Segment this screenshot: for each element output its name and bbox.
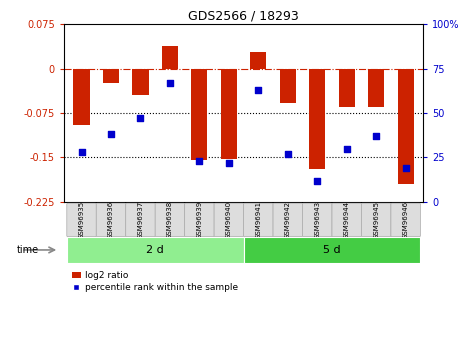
Text: GSM96945: GSM96945	[373, 201, 379, 239]
Bar	[162, 46, 178, 69]
Bar	[191, 69, 208, 160]
FancyBboxPatch shape	[67, 203, 96, 237]
Bar	[103, 69, 119, 83]
Text: 2 d: 2 d	[146, 245, 164, 255]
Point	[137, 116, 144, 121]
FancyBboxPatch shape	[96, 203, 126, 237]
Point	[402, 165, 410, 171]
Bar	[397, 69, 414, 184]
Legend: log2 ratio, percentile rank within the sample: log2 ratio, percentile rank within the s…	[69, 267, 241, 295]
Text: 5 d: 5 d	[323, 245, 341, 255]
Bar	[67, 237, 244, 263]
Text: GSM96935: GSM96935	[79, 201, 85, 239]
Text: GSM96940: GSM96940	[226, 201, 232, 239]
Point	[254, 87, 262, 93]
Text: GSM96936: GSM96936	[108, 201, 114, 239]
Text: GSM96942: GSM96942	[285, 201, 291, 239]
FancyBboxPatch shape	[155, 203, 184, 237]
Title: GDS2566 / 18293: GDS2566 / 18293	[188, 10, 299, 23]
Text: GSM96939: GSM96939	[196, 201, 202, 239]
FancyBboxPatch shape	[184, 203, 214, 237]
Point	[166, 80, 174, 86]
Point	[225, 160, 233, 166]
FancyBboxPatch shape	[391, 203, 420, 237]
Bar	[73, 69, 90, 125]
Point	[314, 178, 321, 183]
Text: GSM96946: GSM96946	[403, 201, 409, 239]
Point	[343, 146, 350, 151]
Text: GSM96943: GSM96943	[314, 201, 320, 239]
Bar	[132, 69, 149, 95]
FancyBboxPatch shape	[244, 203, 273, 237]
Point	[372, 133, 380, 139]
Bar	[221, 69, 237, 159]
Bar	[368, 69, 384, 107]
FancyBboxPatch shape	[361, 203, 391, 237]
Text: time: time	[17, 245, 39, 255]
Bar	[250, 52, 266, 69]
FancyBboxPatch shape	[126, 203, 155, 237]
FancyBboxPatch shape	[273, 203, 303, 237]
Bar	[244, 237, 420, 263]
Text: GSM96937: GSM96937	[138, 201, 143, 239]
Point	[284, 151, 291, 157]
Text: GSM96941: GSM96941	[255, 201, 261, 239]
Text: GSM96944: GSM96944	[344, 201, 350, 239]
FancyBboxPatch shape	[214, 203, 244, 237]
Point	[196, 158, 203, 164]
Bar	[280, 69, 296, 103]
FancyBboxPatch shape	[332, 203, 361, 237]
FancyBboxPatch shape	[303, 203, 332, 237]
Point	[78, 149, 85, 155]
Bar	[309, 69, 325, 169]
Point	[107, 131, 115, 137]
Bar	[339, 69, 355, 107]
Text: GSM96938: GSM96938	[167, 201, 173, 239]
